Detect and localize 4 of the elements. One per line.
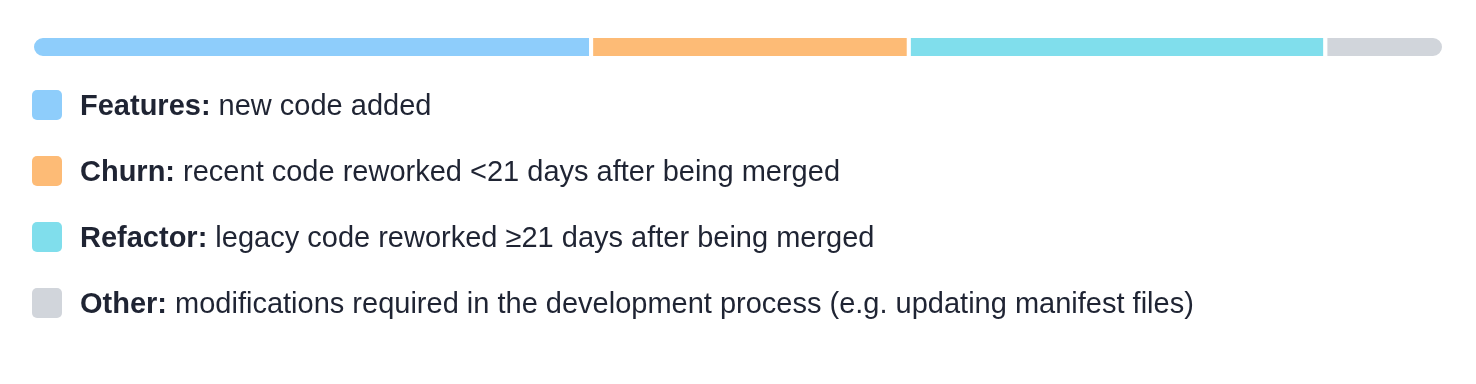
legend-label: Features: new code added [80,88,432,121]
legend-label: Other: modifications required in the development process (e.g. updating manifest files) [80,286,1194,319]
legend-label: Churn: recent code reworked <21 days after being merged [80,154,841,187]
legend-label: Refactor: legacy code reworked ≥21 days after being merged [80,220,875,253]
